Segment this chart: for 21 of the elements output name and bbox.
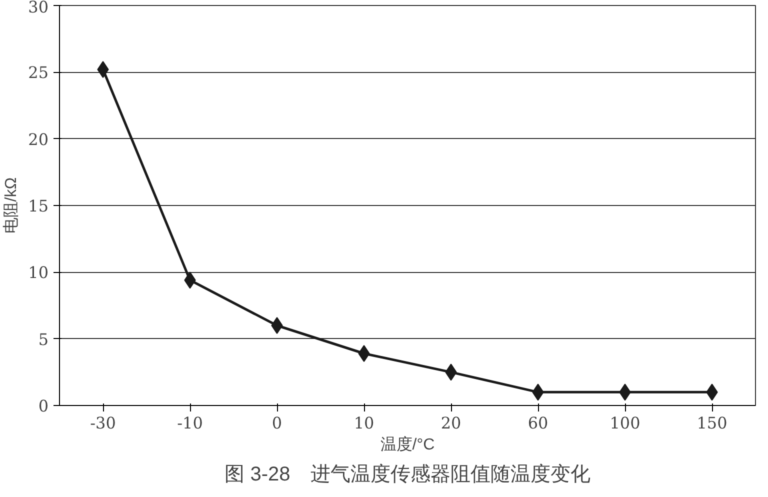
y-tick-label: 30 [28,0,48,16]
y-tick-label: 5 [38,330,49,349]
point [271,317,283,334]
x-tick-label: -10 [177,414,203,432]
point [97,61,109,78]
point [358,345,370,362]
y-tick-label: 15 [28,196,48,216]
y-axis-title: 电阻/kΩ [2,177,20,234]
x-tick-label: 100 [610,414,640,432]
x-axis-title: 温度/°C [380,436,435,454]
x-tick-label: -30 [90,414,116,432]
y-tick-label: 0 [38,396,49,416]
y-tick-label: 20 [28,130,48,149]
x-tick-label: 150 [696,414,728,432]
y-tick-label: 10 [28,263,48,282]
caption: 图 3-28 进气温度传感器阻值随温度变化 [224,464,590,486]
x-tick-label: 0 [272,414,282,432]
x-tick-label: 10 [354,414,374,432]
x-tick-label: 60 [528,414,548,432]
y-tick-label: 25 [28,63,48,82]
x-tick-label: 20 [440,414,462,432]
